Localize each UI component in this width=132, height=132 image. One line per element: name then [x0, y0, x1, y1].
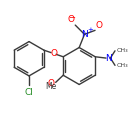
Text: N: N [105, 54, 112, 63]
Text: Me: Me [45, 82, 56, 91]
Text: N: N [81, 30, 88, 39]
Text: O: O [68, 15, 75, 24]
Text: O: O [50, 49, 57, 58]
Text: O: O [96, 21, 103, 30]
Text: +: + [87, 27, 93, 33]
Text: CH₃: CH₃ [117, 63, 129, 68]
Text: −: − [68, 13, 75, 22]
Text: O: O [48, 79, 55, 88]
Text: Cl: Cl [25, 88, 34, 97]
Text: CH₃: CH₃ [117, 48, 129, 53]
